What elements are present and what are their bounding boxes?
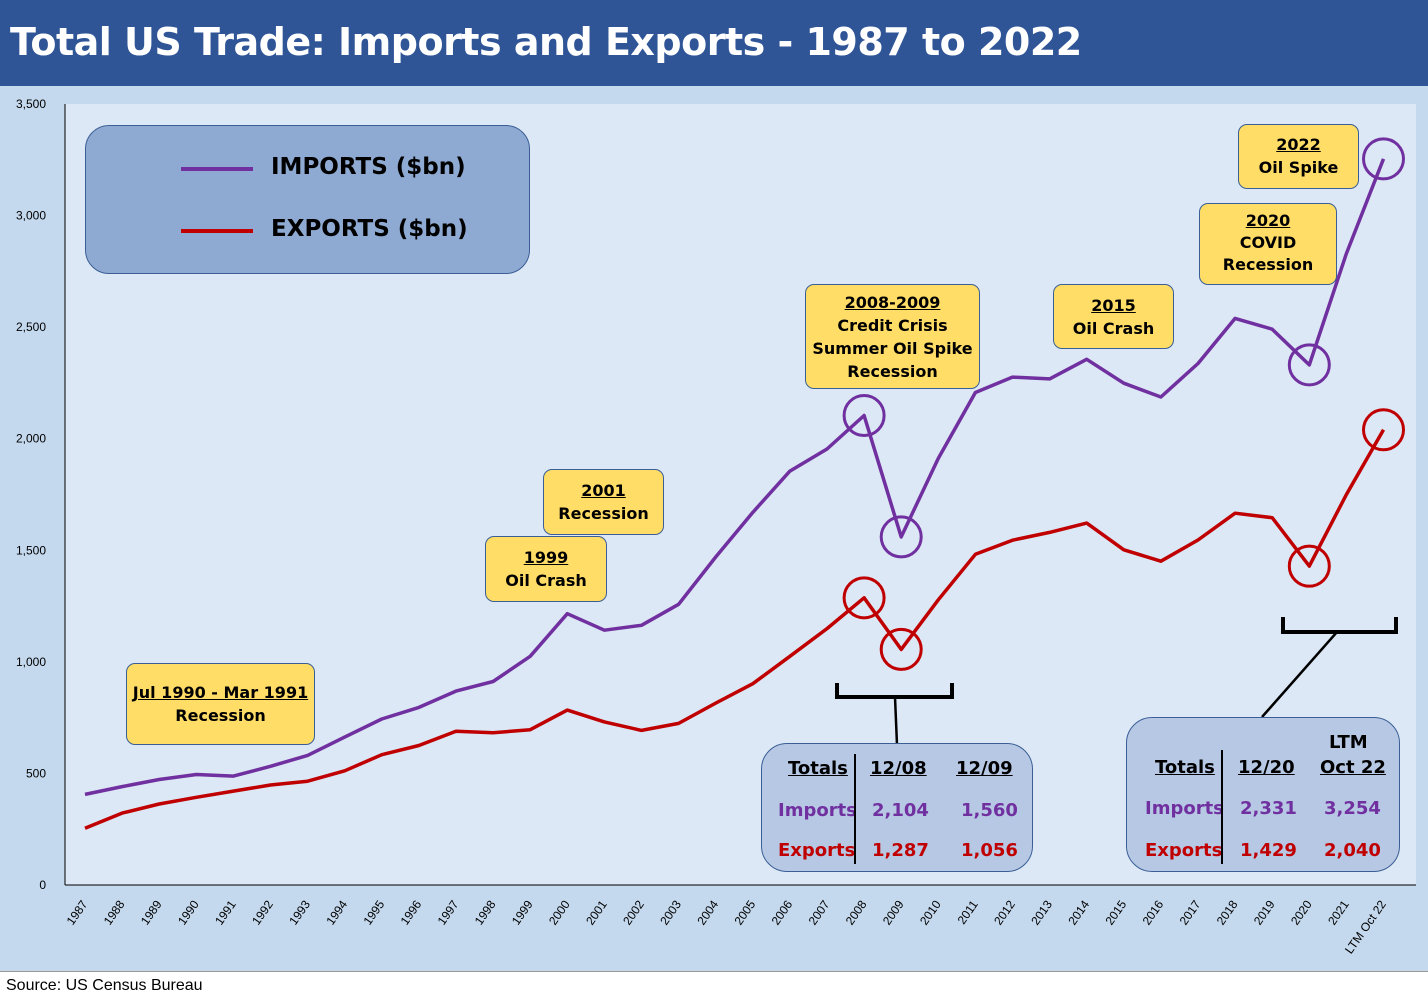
table-imports-value: 1,560: [961, 800, 1018, 821]
exports-line: [84, 428, 1386, 830]
annotation-2001-recession: 2001 Recession: [543, 469, 664, 535]
annotation-line: Oil Spike: [1258, 158, 1339, 177]
table-imports-value: 2,104: [872, 800, 929, 821]
table-header-totals: Totals: [1155, 757, 1215, 778]
y-tick-label: 2,500: [16, 320, 46, 334]
exports-highlight-circle: [1287, 544, 1331, 588]
y-tick-label: 3,000: [16, 209, 46, 223]
annotation-title: 2022: [1276, 135, 1321, 154]
y-tick-label: 3,500: [16, 97, 46, 111]
annotation-title: 2008-2009: [844, 293, 941, 312]
table-exports-label: Exports: [1145, 840, 1223, 861]
annotation-line: Oil Crash: [1072, 319, 1155, 338]
annotation-2008-credit-crisis: 2008-2009 Credit Crisis Summer Oil Spike…: [805, 284, 980, 389]
imports-highlight-circle: [1287, 343, 1331, 387]
table-exports-value: 2,040: [1324, 840, 1381, 861]
exports-highlight-circle: [842, 576, 886, 620]
table-header-col2: Oct 22: [1320, 757, 1386, 778]
y-tick-label: 1,500: [16, 543, 46, 557]
bracket-connector-2020: [1261, 631, 1338, 718]
annotation-line: Credit Crisis: [837, 316, 948, 335]
annotation-line: Summer Oil Spike: [812, 339, 973, 358]
annotation-1990-recession: Jul 1990 - Mar 1991 Recession: [126, 663, 315, 745]
y-tick-labels: 0 500 1,000 1,500 2,000 2,500 3,000 3,500: [16, 97, 46, 892]
table-header-col1: 12/08: [870, 758, 927, 779]
annotation-title: 2015: [1091, 296, 1136, 315]
totals-table-2020: LTM Totals 12/20 Oct 22 Imports 2,331 3,…: [1126, 717, 1400, 872]
exports-highlight-circle: [879, 627, 923, 671]
bracket-2008-2009: [835, 683, 954, 699]
table-imports-value: 3,254: [1324, 798, 1381, 819]
imports-highlight-circle: [842, 394, 886, 438]
table-header-totals: Totals: [788, 758, 848, 779]
annotation-2020-covid: 2020 COVID Recession: [1199, 203, 1337, 285]
bracket-2020-2022: [1281, 617, 1398, 634]
title-bar: Total US Trade: Imports and Exports - 19…: [0, 0, 1428, 86]
annotation-line: COVID: [1239, 233, 1297, 252]
table-imports-value: 2,331: [1240, 798, 1297, 819]
annotation-line: Recession: [847, 362, 938, 381]
annotation-2022-oil-spike: 2022 Oil Spike: [1238, 124, 1359, 189]
y-tick-label: 500: [26, 766, 46, 780]
imports-highlight-circle: [879, 515, 923, 559]
source-note: Source: US Census Bureau: [6, 977, 203, 994]
series-group: [84, 158, 1386, 830]
imports-legend-label: IMPORTS ($bn): [271, 154, 466, 180]
y-tick-label: 0: [39, 878, 46, 892]
table-exports-value: 1,429: [1240, 840, 1297, 861]
table-exports-label: Exports: [778, 840, 856, 861]
table-imports-label: Imports: [778, 800, 857, 821]
annotation-title: 1999: [523, 548, 569, 567]
source-bar: Source: US Census Bureau: [0, 971, 1428, 1001]
exports-highlight-circle: [1362, 408, 1405, 452]
table-exports-value: 1,056: [961, 840, 1018, 861]
annotation-title: Jul 1990 - Mar 1991: [132, 683, 309, 702]
brackets: [835, 617, 1398, 746]
table-exports-value: 1,287: [872, 840, 929, 861]
table-header-ltm: LTM: [1329, 732, 1368, 753]
table-divider: [854, 754, 856, 864]
bracket-connector-2008: [893, 696, 899, 746]
annotation-line: Recession: [175, 706, 266, 725]
y-tick-label: 2,000: [16, 432, 46, 446]
chart-title: Total US Trade: Imports and Exports - 19…: [10, 20, 1082, 64]
totals-table-2008: Totals 12/08 12/09 Imports 2,104 1,560 E…: [761, 743, 1033, 872]
legend: IMPORTS ($bn) EXPORTS ($bn): [85, 125, 530, 274]
y-tick-label: 1,000: [16, 655, 46, 669]
highlight-circles: [842, 137, 1405, 671]
imports-highlight-circle: [1362, 137, 1405, 181]
annotation-line: Recession: [1222, 255, 1314, 274]
table-header-col1: 12/20: [1238, 757, 1295, 778]
table-divider: [1221, 750, 1223, 864]
annotation-1999-oil-crash: 1999 Oil Crash: [485, 536, 607, 602]
exports-legend-swatch: [181, 229, 253, 233]
annotation-line: Recession: [558, 504, 649, 523]
table-header-col2: 12/09: [956, 758, 1013, 779]
imports-line: [84, 158, 1386, 797]
annotation-line: Oil Crash: [505, 571, 587, 590]
annotation-2015-oil-crash: 2015 Oil Crash: [1053, 284, 1174, 349]
table-imports-label: Imports: [1145, 798, 1224, 819]
annotation-title: 2001: [581, 481, 626, 500]
imports-legend-swatch: [181, 167, 253, 171]
exports-legend-label: EXPORTS ($bn): [271, 216, 468, 242]
annotation-title: 2020: [1245, 211, 1291, 230]
